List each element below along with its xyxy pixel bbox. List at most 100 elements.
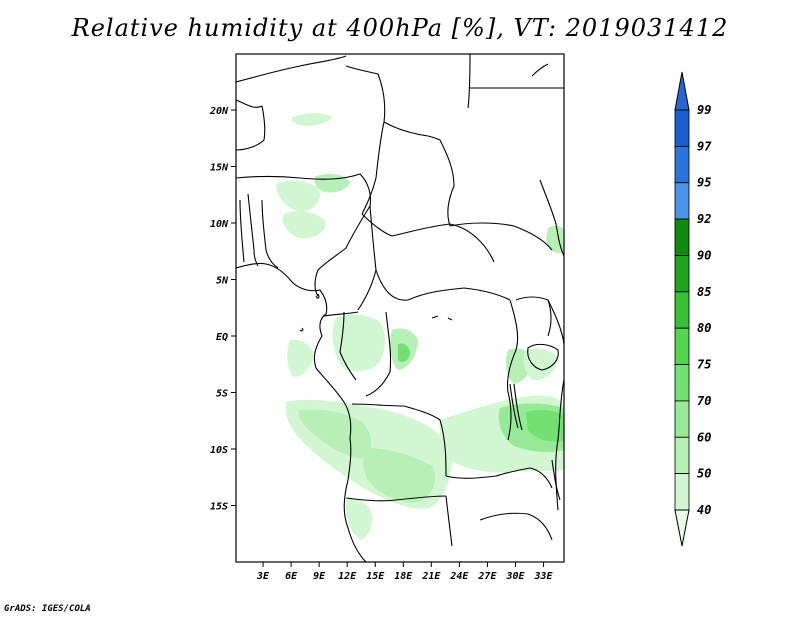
lon-label: 24E — [449, 571, 469, 582]
colorbar-label: 92 — [697, 212, 711, 226]
border-libya-chad — [383, 121, 441, 141]
lon-label: 3E — [256, 571, 270, 582]
colorbar-segment — [674, 218, 690, 256]
border-gabon-congo — [339, 311, 357, 381]
rh-region-sahara — [291, 113, 332, 126]
colorbar-bottom-arrow — [674, 509, 690, 547]
coastline-small-islands — [299, 293, 453, 332]
rh-region-east-core — [526, 409, 564, 442]
border-benin — [247, 193, 259, 267]
lake-malawi — [551, 459, 561, 501]
rh-region-nigeria — [282, 211, 326, 239]
lat-label: 10S — [210, 445, 228, 456]
boundaries — [236, 54, 564, 562]
lon-label: 15E — [366, 571, 385, 582]
rh-region-sahel-1 — [276, 180, 321, 212]
colorbar-segment — [674, 400, 690, 438]
colorbar-label: 90 — [697, 248, 711, 262]
border-cameroon-car — [357, 205, 377, 311]
border-uganda — [515, 296, 552, 337]
border-chad-car — [361, 213, 495, 263]
colorbar-segment — [674, 255, 690, 293]
border-zambia — [445, 467, 553, 489]
colorbar-segment — [674, 473, 690, 511]
colorbar-label: 50 — [697, 467, 711, 481]
latitude-axis: 20N 15N 10N 5N EQ 5S 10S 15S — [209, 106, 236, 513]
rh-region-angola — [363, 448, 436, 503]
humidity-shading — [276, 113, 564, 540]
border-cameroon-gabon — [323, 311, 359, 317]
lon-label: 9E — [313, 571, 326, 582]
colorbar-label: 95 — [697, 176, 711, 190]
colorbar-segment — [674, 145, 690, 184]
border-morocco-bits — [236, 99, 263, 108]
rh-region-sudan-east — [546, 225, 564, 254]
colorbar-segment — [674, 327, 690, 365]
colorbar-segment — [674, 436, 690, 475]
border-algeria-libya — [236, 55, 347, 83]
border-zimbabwe — [479, 512, 553, 541]
coastline-west-africa — [236, 262, 367, 562]
lat-label: 10N — [210, 219, 229, 230]
rh-region-south-tail — [345, 498, 373, 540]
border-nigeria-cameroon — [314, 205, 371, 297]
border-sudan-ethiopia — [539, 179, 564, 257]
colorbar-segment — [674, 182, 690, 220]
border-niger-south — [236, 173, 372, 207]
border-mali-niger — [236, 105, 266, 151]
colorbar-segment — [674, 291, 690, 329]
border-drc-east — [506, 299, 519, 441]
border-kenya — [547, 299, 564, 345]
lon-label: 27E — [477, 571, 497, 582]
border-botswana — [445, 495, 453, 547]
border-drc-angola — [351, 403, 447, 477]
lon-label: 12E — [338, 571, 357, 582]
lon-label: 30E — [505, 571, 525, 582]
coastline-red-sea — [531, 63, 549, 77]
rh-region-congo-core — [398, 343, 410, 362]
map-title: Relative humidity at 400hPa [%], VT: 201… — [71, 14, 729, 42]
border-angola-namibia — [345, 495, 447, 502]
colorbar: 99 97 95 92 90 85 80 75 70 60 50 40 — [674, 71, 712, 547]
longitude-axis: 3E 6E 9E 12E 15E 18E 21E 24E 27E 30E 33E — [256, 562, 554, 582]
rh-region-southwest-inner — [298, 409, 372, 459]
lon-label: 6E — [285, 571, 298, 582]
colorbar-label: 60 — [697, 430, 711, 444]
map-frame — [235, 53, 565, 563]
colorbar-segment — [674, 109, 690, 147]
border-congo-drc — [365, 311, 392, 397]
border-libya-niger — [345, 65, 386, 123]
border-south-sudan — [449, 222, 553, 251]
border-car-drc — [375, 269, 511, 301]
coastline-east — [555, 379, 564, 511]
rh-region-lake-victoria — [524, 348, 558, 381]
rh-region-gabon — [287, 339, 314, 377]
lat-label: 20N — [209, 106, 229, 117]
lat-label: 15N — [210, 163, 229, 174]
rh-region-congo-west — [332, 314, 386, 372]
lon-label: 21E — [421, 571, 441, 582]
border-togo-ghana — [239, 199, 245, 263]
lat-label: 15S — [210, 502, 228, 513]
border-nigeria — [261, 199, 279, 269]
lake-victoria — [527, 343, 559, 371]
rh-region-sahel-2 — [314, 174, 350, 193]
lake-tanganyika — [509, 383, 523, 431]
colorbar-segment — [674, 364, 690, 402]
colorbar-label: 70 — [697, 394, 711, 408]
lon-label: 18E — [394, 571, 413, 582]
lon-label: 33E — [534, 571, 554, 582]
border-chad-sudan — [439, 139, 455, 227]
border-niger-chad — [361, 121, 385, 215]
lat-label: 5S — [216, 389, 228, 400]
colorbar-label: 85 — [697, 285, 711, 299]
colorbar-top-arrow — [674, 71, 690, 111]
colorbar-label: 80 — [697, 321, 711, 335]
lat-label: 5N — [216, 276, 229, 287]
border-sudan-egypt — [467, 54, 471, 109]
lat-label: EQ — [216, 332, 228, 343]
colorbar-label: 75 — [697, 358, 711, 372]
colorbar-label: 40 — [697, 503, 711, 517]
grads-credit: GrADS: IGES/COLA — [4, 604, 91, 614]
